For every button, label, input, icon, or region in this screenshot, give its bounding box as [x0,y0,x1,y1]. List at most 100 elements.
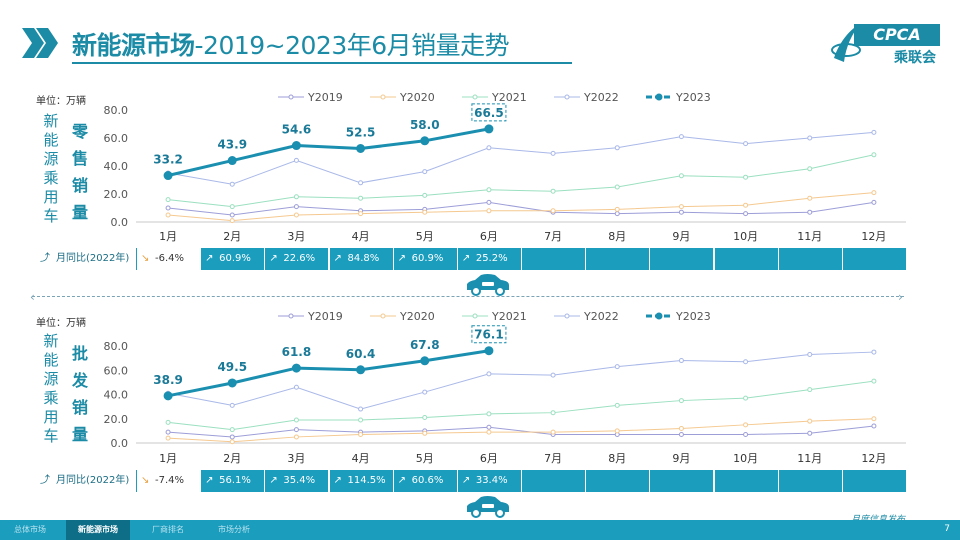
top-data-point [807,135,813,141]
bottom-y-tick-label: 60.0 [104,364,129,377]
bottom-yoy-cell [841,470,906,492]
bottom-data-point [807,387,813,393]
top-data-point [293,212,299,218]
divider-left-arrow: ‹ [30,290,35,304]
top-data-point [163,171,173,181]
bottom-data-point [165,435,171,441]
top-side-char: 能 [43,131,59,149]
bottom-yoy-cell: ↘ -7.4% [136,470,201,492]
bottom-metric-char: 销 [71,398,88,417]
bottom-legend-marker [564,313,570,319]
bottom-x-tick-label: 8月 [608,452,626,465]
bottom-metric-label: 批 发 销 量 [70,340,90,448]
top-x-tick-label: 10月 [733,230,758,243]
trend-up-icon: ↗ [205,253,214,264]
top-series-line [167,127,490,177]
bottom-data-point [807,430,813,436]
bottom-metric-char: 发 [71,371,88,390]
top-series-line [167,131,874,185]
top-data-label: 52.5 [346,126,376,140]
trend-icon: ⤴ [40,475,50,486]
bottom-data-point [807,418,813,424]
bottom-y-tick-label: 0.0 [111,437,129,450]
footer-tab-overall[interactable]: 总体市场 [14,525,46,534]
bottom-data-point [678,398,684,404]
bottom-x-tick-label: 2月 [223,452,241,465]
top-data-point [743,202,749,208]
bottom-yoy-value: 56.1% [219,475,251,486]
top-x-tick-label: 8月 [608,230,626,243]
top-data-point [550,208,556,214]
top-data-point [807,195,813,201]
top-side-char: 车 [43,207,59,225]
top-data-point [743,141,749,147]
top-x-tick-label: 4月 [352,230,370,243]
top-data-point [678,209,684,215]
footer-tab-ranking[interactable]: 厂商排名 [152,525,184,534]
bottom-x-tick-label: 3月 [287,452,305,465]
trend-up-icon: ↗ [269,253,278,264]
top-yoy-value: -6.4% [155,253,185,264]
top-yoy-cell: ↗ 22.6% [264,248,329,270]
bottom-yoy-label-text: 月同比(2022年) [56,475,130,486]
logo-text: CPCA [854,24,940,46]
bottom-metric-char: 量 [71,425,88,444]
top-x-tick-label: 9月 [672,230,690,243]
bottom-legend-label: Y2020 [399,310,435,323]
top-data-label: 66.5 [474,106,504,120]
logo-swirl-icon [831,24,861,62]
top-data-point [807,209,813,215]
bottom-x-tick-label: 5月 [416,452,434,465]
bottom-series-line [168,425,874,438]
trend-up-icon: ↗ [397,475,407,486]
trend-down-icon: ↘ [141,475,150,486]
bottom-x-tick-label: 9月 [672,452,690,465]
top-x-tick-label: 12月 [861,230,886,243]
top-data-point [358,195,364,201]
top-y-tick-label: 80.0 [104,104,129,117]
bottom-yoy-cell [777,470,842,492]
top-yoy-cell [649,248,714,270]
top-data-point [614,211,620,217]
bottom-yoy-value: 114.5% [347,475,386,486]
bottom-legend-marker [472,313,478,319]
cpca-logo: CPCA 乘联会 [830,20,940,68]
bottom-data-point [550,410,556,416]
footer-tab-analysis[interactable]: 市场分析 [218,525,250,534]
top-data-point [165,205,171,211]
bottom-side-char: 乘 [43,389,59,407]
top-y-tick-label: 60.0 [104,132,129,145]
bottom-data-point [678,432,684,438]
top-x-tick-label: 11月 [797,230,822,243]
top-data-point [550,188,556,194]
top-yoy-label-text: 月同比(2022年) [56,253,130,264]
bottom-data-point [871,423,877,429]
bottom-data-point [422,389,428,395]
bottom-yoy-cell: ↗ 56.1% [200,470,265,492]
top-side-char: 新 [43,112,59,130]
top-data-point [165,212,171,218]
bottom-data-label: 67.8 [410,338,440,352]
top-x-tick-label: 7月 [544,230,562,243]
bottom-data-point [486,429,492,435]
bottom-data-point [229,434,235,440]
bottom-data-label: 38.9 [153,373,183,387]
top-legend-marker [472,94,478,100]
bottom-x-tick-label: 6月 [480,452,498,465]
footer-tab-nev[interactable]: 新能源市场 [66,520,130,540]
top-yoy-cell: ↘ -6.4% [136,248,201,270]
top-x-tick-label: 1月 [159,230,177,243]
top-data-point [871,199,877,205]
bottom-side-char: 源 [43,370,59,388]
bottom-data-label: 60.4 [346,347,376,361]
bottom-yoy-cell [585,470,650,492]
top-legend-label: Y2022 [583,91,619,104]
bottom-x-tick-label: 1月 [159,452,177,465]
title-main: 新能源市场 [72,31,195,60]
bottom-data-point [420,356,430,366]
bottom-data-point [550,372,556,378]
bottom-data-point [614,428,620,434]
top-data-point [614,145,620,151]
top-data-point [486,199,492,205]
